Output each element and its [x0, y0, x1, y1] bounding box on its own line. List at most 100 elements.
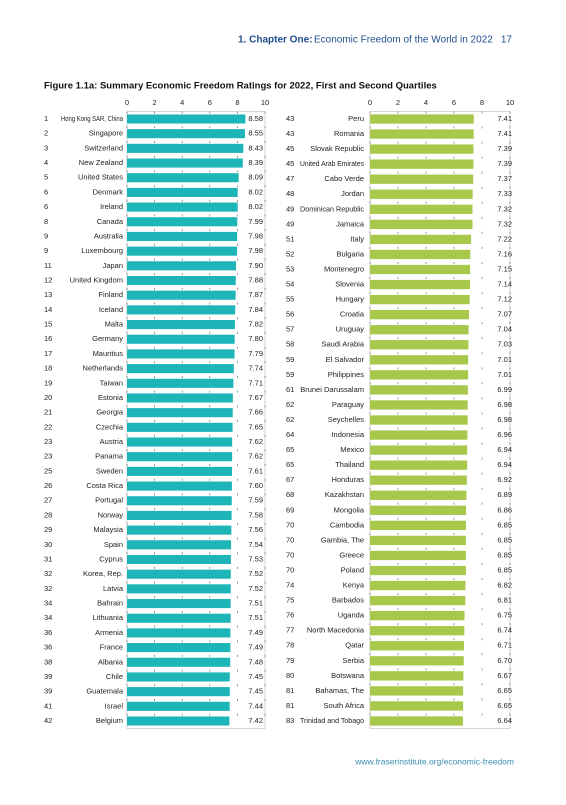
value-label: 6.82	[497, 581, 512, 590]
country: Mongolia	[334, 505, 365, 514]
value-label: 7.41	[497, 129, 512, 138]
value-label: 7.32	[497, 219, 512, 228]
rank: 34	[44, 599, 52, 608]
bar	[127, 613, 231, 623]
country: Bahrain	[97, 599, 123, 608]
country: Romania	[334, 129, 365, 138]
page-number: 17	[501, 35, 513, 46]
value-label: 7.60	[248, 481, 263, 490]
rank: 25	[44, 466, 52, 475]
country: Croatia	[340, 310, 365, 319]
x-tick-label: 8	[480, 98, 484, 107]
value-label: 6.85	[497, 535, 512, 544]
rank: 64	[286, 430, 294, 439]
rank: 78	[286, 641, 294, 650]
value-label: 7.39	[497, 144, 512, 153]
rank: 17	[44, 349, 52, 358]
bar	[127, 231, 238, 242]
country: Panama	[95, 452, 124, 461]
rank: 65	[286, 445, 294, 454]
bar	[127, 554, 231, 565]
rank: 75	[286, 596, 294, 605]
country: Indonesia	[331, 430, 364, 439]
country: Botswana	[331, 671, 365, 680]
value-label: 8.39	[248, 158, 263, 167]
country: New Zealand	[79, 158, 123, 167]
x-tick-label: 8	[235, 98, 239, 107]
bar	[127, 422, 233, 432]
rank: 45	[286, 159, 294, 168]
bar	[370, 641, 464, 651]
bar	[127, 540, 232, 550]
rank: 55	[286, 295, 294, 304]
bar	[370, 279, 470, 290]
rank: 65	[286, 460, 294, 469]
rank: 70	[286, 565, 294, 574]
country: Malta	[105, 320, 124, 329]
bar	[370, 490, 467, 500]
bar	[127, 452, 233, 462]
bar	[370, 580, 466, 591]
value-label: 6.96	[497, 430, 512, 439]
rank: 80	[286, 671, 294, 680]
value-label: 7.87	[248, 290, 263, 299]
bar	[370, 129, 474, 139]
rank: 32	[44, 584, 52, 593]
bar	[127, 716, 230, 726]
rank: 62	[286, 400, 294, 409]
rank: 14	[44, 305, 52, 314]
rank: 54	[286, 280, 294, 289]
bar	[370, 610, 465, 621]
x-tick-label: 0	[125, 98, 129, 107]
value-label: 8.02	[248, 187, 263, 196]
value-label: 7.01	[497, 355, 512, 364]
value-label: 7.74	[248, 364, 263, 373]
value-label: 7.07	[497, 310, 512, 319]
value-label: 6.94	[497, 460, 512, 469]
value-label: 7.66	[248, 408, 263, 417]
value-label: 7.42	[248, 716, 263, 725]
rank: 38	[44, 657, 52, 666]
country: Spain	[104, 540, 123, 549]
bar	[370, 460, 468, 470]
bar	[370, 204, 473, 214]
country: Portugal	[95, 496, 123, 505]
country: Qatar	[345, 641, 364, 650]
value-label: 7.49	[248, 628, 263, 637]
country: Costa Rica	[86, 481, 124, 490]
country: Lithuania	[93, 613, 124, 622]
rank: 79	[286, 656, 294, 665]
rank: 43	[286, 129, 294, 138]
value-label: 7.65	[248, 422, 263, 431]
value-label: 7.53	[248, 554, 263, 563]
rank: 59	[286, 370, 294, 379]
country: Jordan	[341, 189, 364, 198]
rank: 12	[44, 275, 52, 284]
rank: 49	[286, 219, 294, 228]
bar	[370, 400, 468, 410]
bar	[127, 466, 233, 476]
value-label: 7.59	[248, 496, 263, 505]
rank: 23	[44, 437, 52, 446]
rank: 15	[44, 320, 52, 329]
country: Kazakhstan	[325, 490, 364, 499]
bar	[370, 565, 466, 576]
country: Czechia	[96, 422, 124, 431]
country: Slovak Republic	[310, 144, 364, 153]
rank: 74	[286, 581, 294, 590]
bar	[370, 475, 467, 485]
country: Cyprus	[99, 554, 123, 563]
value-label: 8.58	[248, 114, 263, 123]
bar	[370, 716, 463, 726]
bar	[127, 496, 232, 506]
value-label: 6.71	[497, 641, 512, 650]
bar	[370, 294, 470, 305]
bar	[127, 349, 235, 359]
bar	[370, 219, 473, 230]
country: Italy	[350, 234, 364, 243]
value-label: 8.09	[248, 173, 263, 182]
rank: 20	[44, 393, 52, 402]
bar	[370, 309, 469, 320]
value-label: 7.45	[248, 672, 263, 681]
country: South Africa	[324, 701, 365, 710]
